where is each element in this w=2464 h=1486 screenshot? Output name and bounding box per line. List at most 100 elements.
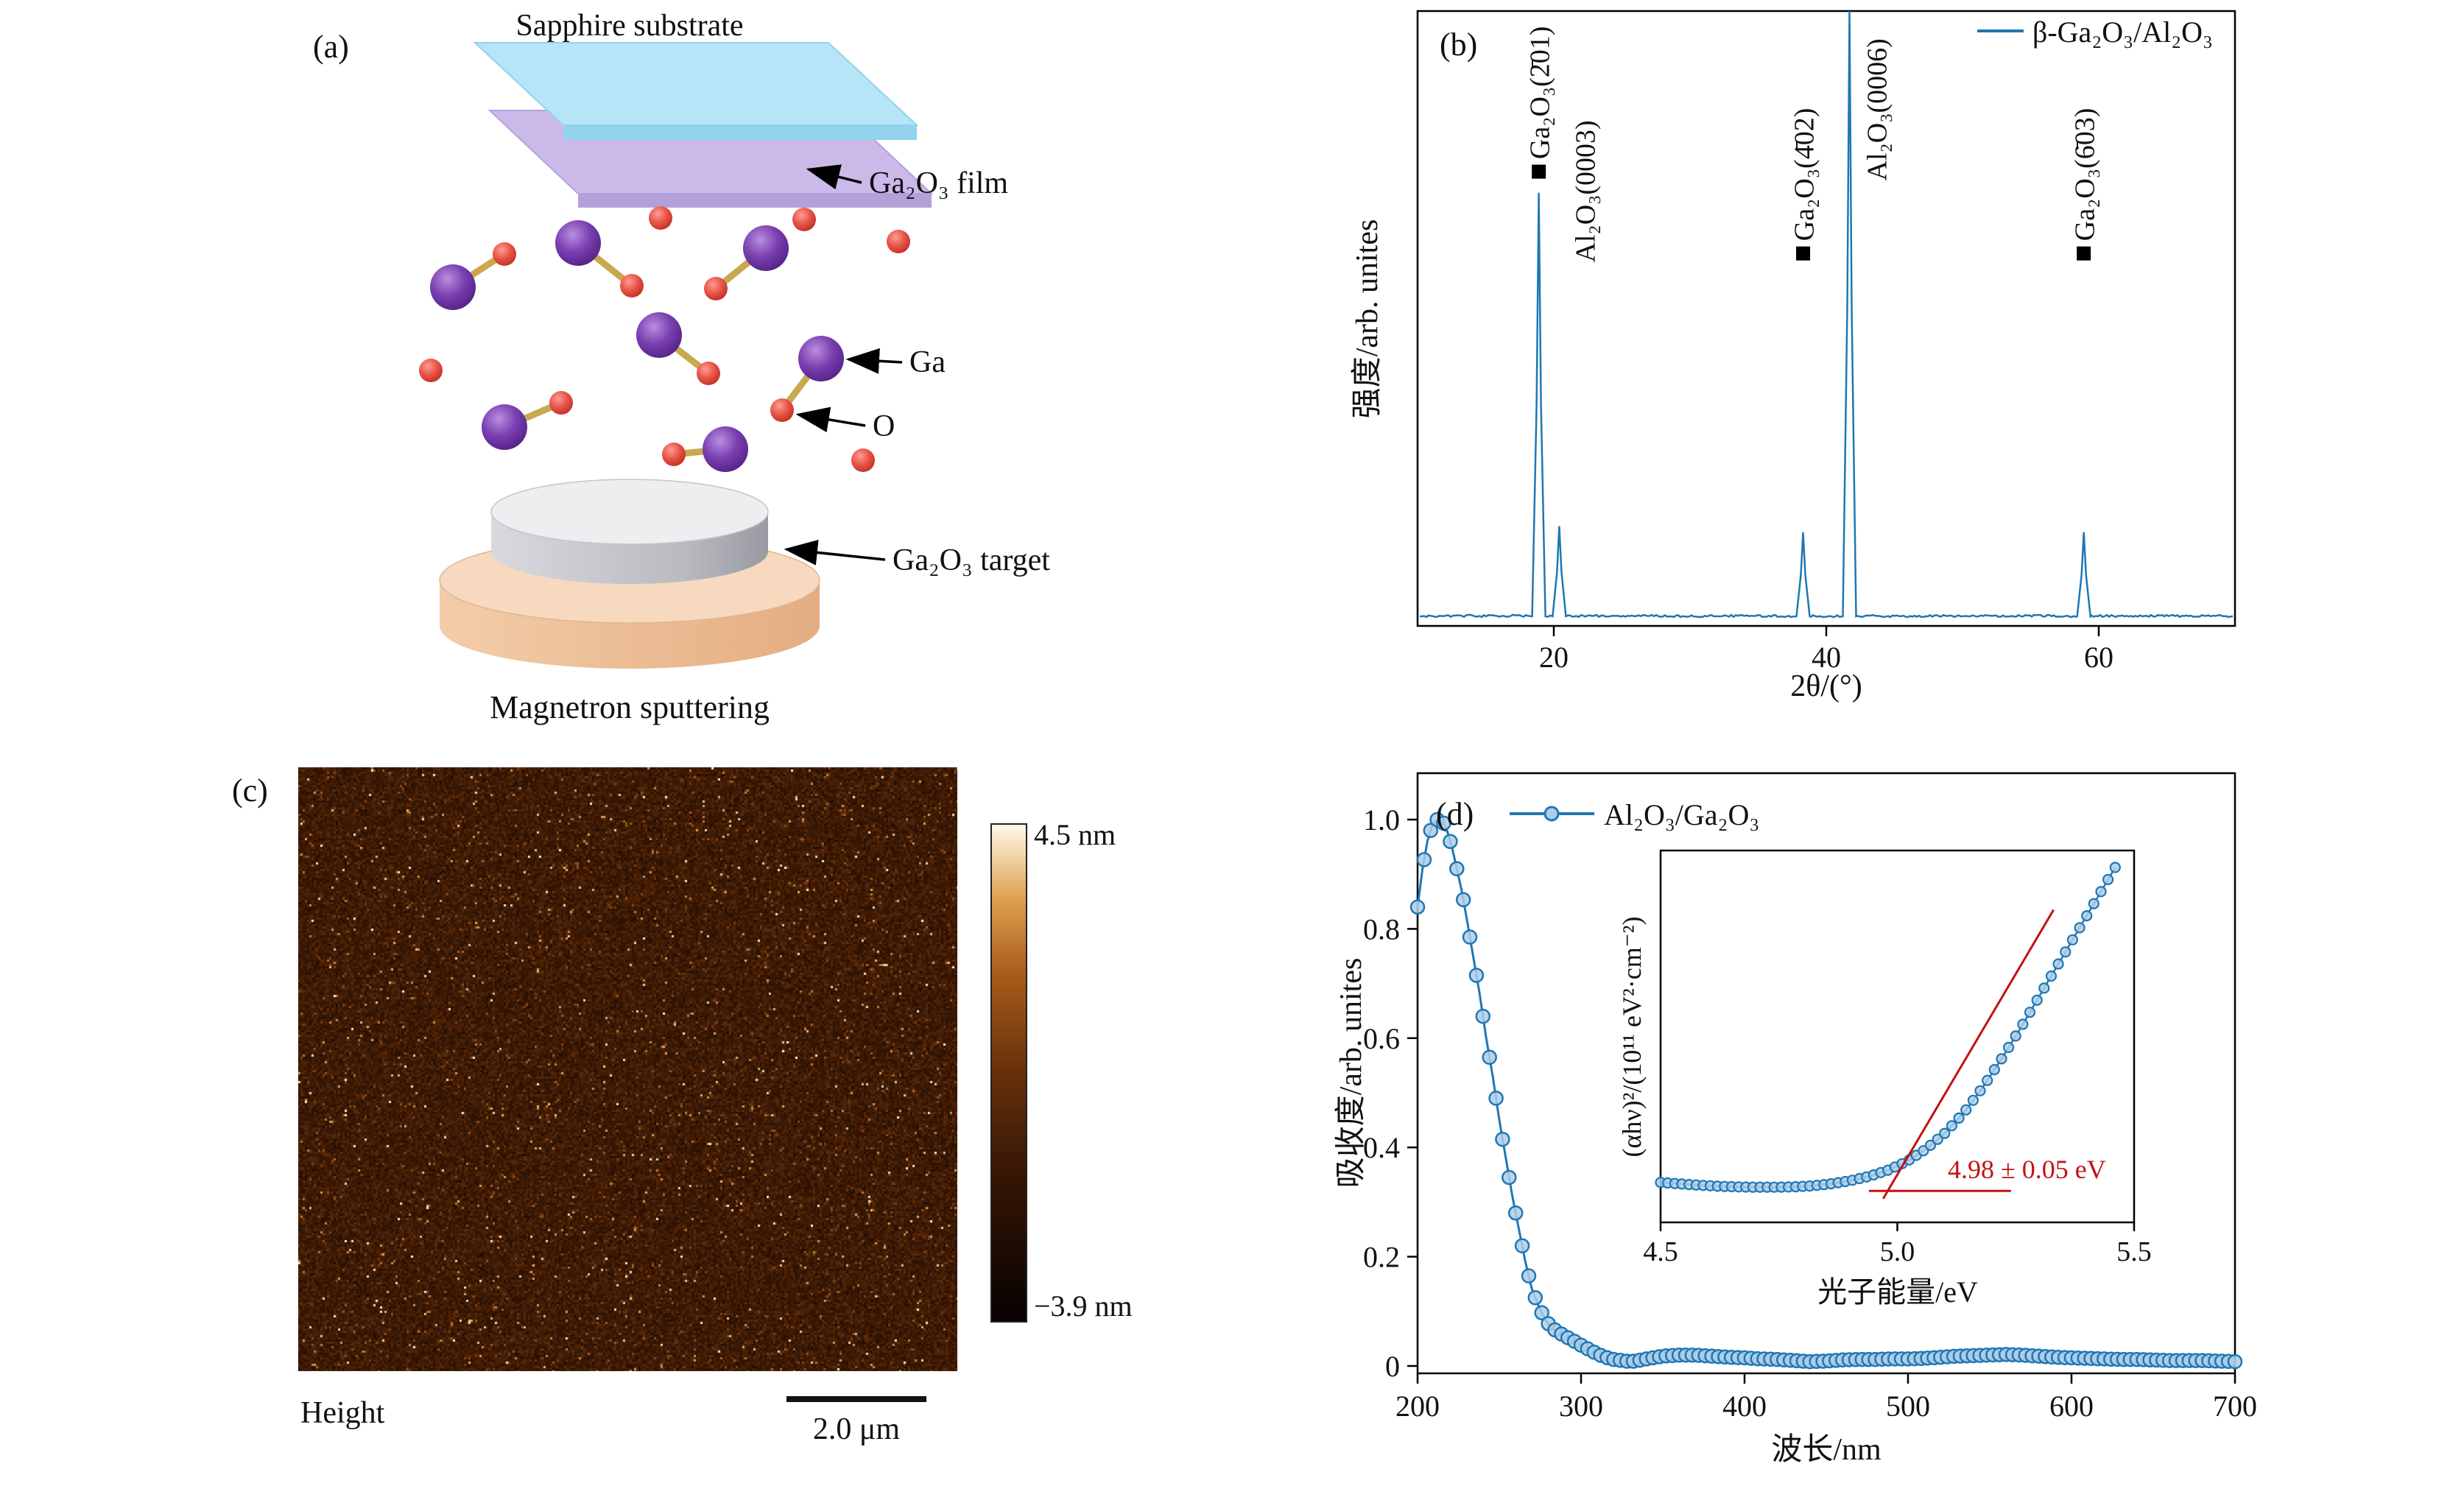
tauc-marker [2097, 887, 2106, 896]
o-label: O [873, 409, 895, 443]
tauc-marker [1968, 1096, 1978, 1105]
panel-d-tag: (d) [1436, 796, 1474, 832]
panel-a-caption: Magnetron sputtering [490, 689, 770, 725]
absorbance-ylabel: 吸收度/arb. unites [1334, 958, 1368, 1189]
o-atom [851, 448, 875, 472]
panel-a-schematic: (a) Sapphire substrate Ga₂O₃ film [103, 0, 1083, 744]
tauc-marker [2011, 1031, 2021, 1040]
target-top [491, 479, 768, 544]
tauc-marker [1947, 1121, 1957, 1130]
panel-b-xrd-chart: 20 40 60 Ga₂O₃(2̄01) Al₂O₃(0003) Ga₂O₃(4̄02) A… [1252, 0, 2312, 744]
data-marker [1476, 1010, 1490, 1023]
ga-arrow [848, 359, 902, 362]
tauc-marker [1940, 1129, 1949, 1138]
scale-bar [786, 1396, 926, 1402]
o-atom [792, 208, 816, 231]
o-atom [704, 277, 728, 300]
peak-label: Al₂O₃(0003) [1570, 120, 1601, 262]
bandgap-annotation: 4.98 ± 0.05 eV [1948, 1155, 2106, 1184]
inset-x-tick-label: 5.5 [2116, 1236, 2152, 1267]
o-atom [419, 359, 443, 382]
absorbance-xlabel: 波长/nm [1771, 1433, 1882, 1467]
tauc-marker [1961, 1105, 1971, 1115]
inset-ylabel: (αhν)²/(10¹¹ eV²·cm⁻²) [1617, 916, 1647, 1157]
atoms [419, 206, 910, 472]
x-tick-label: 60 [2084, 641, 2113, 674]
x-tick-label: 300 [1559, 1390, 1603, 1423]
data-marker [1411, 901, 1424, 914]
scale-bar-label: 2.0 μm [786, 1412, 926, 1446]
substrate-label: Sapphire substrate [515, 9, 743, 43]
tauc-marker [1954, 1113, 1964, 1123]
tauc-marker [2111, 863, 2120, 873]
y-tick-label: 0 [1385, 1350, 1400, 1383]
o-atom [549, 391, 573, 415]
absorbance-legend-label: Al₂O₃/Ga₂O₃ [1604, 798, 1759, 831]
tauc-marker [2089, 899, 2099, 909]
x-tick-label: 400 [1722, 1390, 1767, 1423]
o-atom [493, 242, 516, 266]
target-assembly [440, 479, 820, 669]
figure-canvas: (a) Sapphire substrate Ga₂O₃ film [0, 0, 2464, 1486]
peak-marker-square [1796, 247, 1810, 261]
inset-xlabel: 光子能量/eV [1817, 1275, 1978, 1309]
data-marker [1529, 1291, 1542, 1304]
ga-atom [798, 336, 844, 381]
sapphire-slab-edge [563, 125, 917, 140]
peak-label: Ga₂O₃(2̄01) [1525, 27, 1556, 160]
target-label: Ga₂O₃ target [893, 543, 1050, 577]
data-marker [1496, 1133, 1509, 1146]
o-arrow [798, 415, 865, 426]
tauc-marker [1976, 1086, 1985, 1096]
o-atom [649, 206, 672, 230]
legend-marker-circle [1545, 807, 1558, 820]
target-arrow [786, 549, 885, 560]
ga-atom [636, 312, 682, 358]
data-marker [1490, 1091, 1503, 1105]
tauc-marker [2046, 971, 2056, 981]
y-tick-label: 0.4 [1363, 1131, 1400, 1164]
o-atom [770, 398, 794, 422]
panel-a-tag: (a) [313, 29, 349, 65]
absorbance-plot-area: 200 300 400 500 600 70000.20.40.60.81.04.5 5.0… [1363, 773, 2257, 1423]
data-marker [1463, 931, 1476, 944]
peak-marker-square [1532, 165, 1546, 179]
ga-atom [555, 220, 601, 266]
tauc-marker [1990, 1065, 1999, 1074]
y-tick-label: 1.0 [1363, 803, 1400, 837]
substrate-film-stack [475, 43, 932, 208]
tauc-marker [2039, 983, 2049, 993]
peak-label: Al₂O₃(0006) [1862, 38, 1893, 180]
tauc-marker [2103, 875, 2113, 884]
inset-x-tick-label: 4.5 [1643, 1236, 1678, 1267]
xrd-legend-label: β-Ga₂O₃/Al₂O₃ [2032, 15, 2213, 49]
tauc-marker [2004, 1043, 2013, 1052]
data-marker [1509, 1206, 1522, 1219]
height-channel-label: Height [300, 1396, 384, 1430]
xrd-plot-area: 20 40 60 Ga₂O₃(2̄01) Al₂O₃(0003) Ga₂O₃(4̄02) A… [1418, 11, 2235, 674]
peak-label: Ga₂O₃(4̄02) [1789, 108, 1820, 242]
ga-atom [430, 264, 476, 310]
height-colorbar [990, 823, 1027, 1323]
panel-b-tag: (b) [1440, 27, 1477, 63]
xrd-xlabel: 2θ/(°) [1790, 669, 1862, 703]
peak-label: Ga₂O₃(6̄03) [2070, 108, 2101, 242]
o-atom [697, 362, 720, 385]
y-tick-label: 0.2 [1363, 1241, 1400, 1274]
data-marker [1450, 862, 1463, 876]
tauc-marker [2032, 996, 2042, 1005]
tauc-marker [2060, 947, 2070, 957]
data-marker [2228, 1355, 2242, 1368]
tauc-marker [2025, 1007, 2035, 1017]
tauc-marker [2018, 1020, 2027, 1029]
afm-height-image [298, 767, 957, 1371]
x-tick-label: 20 [1539, 641, 1569, 674]
data-marker [1443, 835, 1457, 848]
inset-x-tick-label: 5.0 [1880, 1236, 1915, 1267]
x-tick-label: 500 [1886, 1390, 1930, 1423]
tauc-marker [2054, 959, 2063, 969]
y-tick-label: 0.6 [1363, 1022, 1400, 1055]
o-atom [662, 443, 686, 466]
tauc-marker [1982, 1076, 1992, 1085]
ga-atoms [430, 220, 844, 472]
